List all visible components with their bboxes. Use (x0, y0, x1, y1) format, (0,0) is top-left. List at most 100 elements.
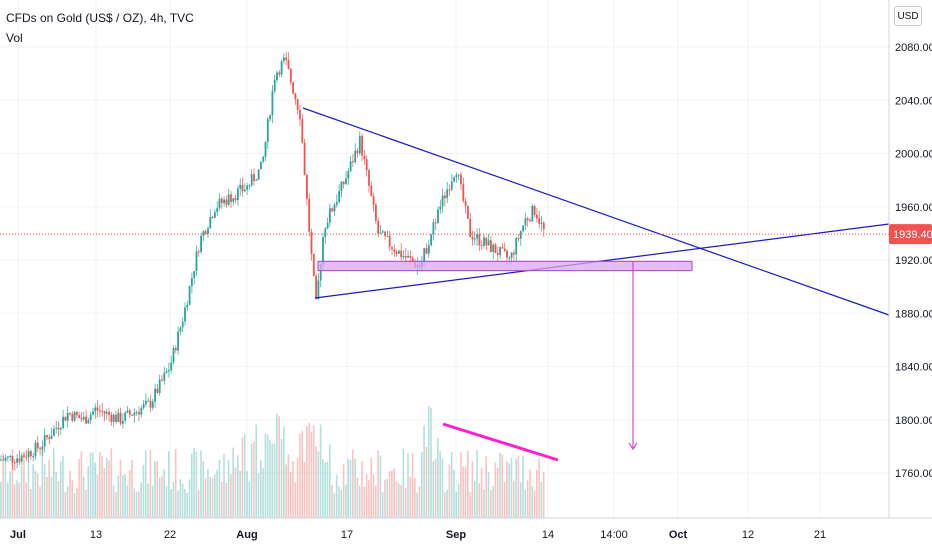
candle-body (78, 415, 81, 419)
volume-bar (335, 474, 338, 518)
candle-body (522, 225, 524, 232)
candle-body (230, 194, 232, 203)
volume-bar (172, 482, 175, 518)
volume-bar (43, 464, 46, 518)
candle-body (188, 286, 191, 305)
volume-bar (30, 488, 32, 518)
volume-bar (409, 477, 412, 518)
candle-body (112, 414, 115, 422)
candle-body (517, 238, 520, 240)
volume-bar (36, 473, 39, 518)
volume-bar (467, 450, 469, 518)
candle-body (289, 68, 292, 83)
candle-body (55, 427, 58, 429)
candle-body (379, 232, 382, 234)
volume-bar (368, 479, 370, 518)
candle-body (147, 400, 150, 402)
candle-body (377, 220, 380, 234)
volume-bar (312, 425, 315, 518)
volume-bar (101, 455, 103, 518)
volume-bar (131, 459, 133, 518)
candle-body (335, 201, 338, 205)
volume-bar (294, 482, 297, 518)
candle-body (439, 206, 442, 210)
candle-body (347, 171, 350, 179)
volume-bar (64, 492, 67, 518)
candle-body (529, 220, 531, 222)
last-price-value: 1939.40 (893, 229, 932, 241)
candle-body (99, 410, 101, 412)
candle-body (177, 331, 179, 351)
volume-bar (345, 484, 347, 518)
currency-button[interactable]: USD (894, 6, 922, 26)
candle-body (464, 201, 467, 206)
volume-bar (78, 458, 80, 518)
volume-bar (402, 448, 405, 518)
chart-drawings[interactable] (302, 107, 890, 462)
candle-body (50, 435, 53, 440)
time-tick-label: 22 (164, 529, 176, 541)
volume-bar (522, 455, 524, 518)
volume-bar (469, 492, 471, 518)
volume-bar (292, 461, 294, 518)
candle-body (20, 455, 23, 462)
volume-bar (515, 458, 517, 518)
volume-bar (441, 458, 444, 518)
volume-bar (386, 478, 389, 518)
volume-bar (55, 471, 57, 518)
candle-body (340, 181, 343, 192)
time-axis[interactable]: Jul 13 22 Aug 17 Sep 14 14:00 Oct 12 21 (10, 529, 826, 541)
candle-body (158, 379, 161, 393)
volume-bar (273, 443, 276, 518)
candle-body (53, 428, 55, 436)
candle-body (149, 400, 152, 408)
candle-body (170, 362, 173, 371)
volume-bar (315, 446, 317, 518)
candle-body (193, 271, 196, 278)
volume-bar (241, 437, 244, 518)
volume-bar (204, 478, 207, 518)
candle-body (101, 410, 104, 412)
candle-body (195, 251, 198, 272)
candle-body (220, 198, 223, 203)
candle-body (368, 170, 370, 186)
volume-bar (494, 462, 497, 518)
volume-bar (138, 491, 140, 518)
volume-bar (326, 461, 329, 518)
candle-body (407, 255, 409, 258)
volume-bar (296, 457, 299, 518)
volume-bar (280, 438, 283, 518)
candle-body (398, 250, 400, 254)
volume-bar (266, 434, 269, 518)
price-axis[interactable]: 2080.00 2040.00 2000.00 1960.00 1920.00 1880.… (895, 42, 932, 480)
volume-bar (115, 492, 117, 518)
candle-body (324, 228, 327, 238)
candle-body (326, 222, 329, 229)
volume-bar (285, 464, 287, 518)
candle-body (538, 218, 541, 224)
candle-body (216, 207, 219, 213)
volume-bar (425, 446, 428, 518)
candle-body (331, 208, 334, 212)
volume-bar (283, 426, 285, 518)
candle-body (434, 222, 437, 224)
candle-body (269, 115, 271, 120)
candle-body (480, 245, 483, 247)
candle-body (531, 205, 534, 222)
volume-bar (503, 482, 506, 518)
time-tick-label: Sep (446, 529, 466, 541)
candle-body (163, 372, 166, 381)
candle-body (476, 233, 478, 239)
volume-bar (243, 434, 246, 518)
candle-body (503, 248, 506, 252)
candle-body (211, 216, 214, 218)
volume-bar (331, 484, 333, 518)
volume-bar (492, 486, 494, 518)
volume-bar (407, 453, 409, 518)
candle-body (478, 233, 481, 246)
candle-body (533, 205, 536, 215)
candle-body (225, 199, 228, 205)
volume-bar (506, 460, 508, 518)
volume-bar (140, 482, 142, 518)
